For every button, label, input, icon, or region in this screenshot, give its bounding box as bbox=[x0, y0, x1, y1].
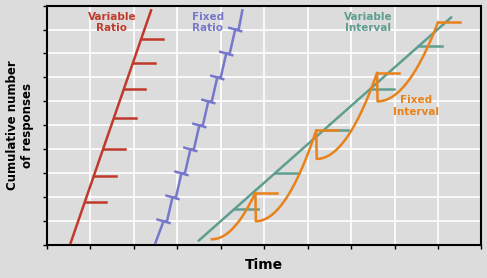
Text: Fixed
Ratio: Fixed Ratio bbox=[191, 11, 224, 33]
Text: Fixed
Interval: Fixed Interval bbox=[393, 95, 439, 117]
X-axis label: Time: Time bbox=[245, 259, 283, 272]
Text: Variable
Interval: Variable Interval bbox=[344, 11, 393, 33]
Text: Variable
Ratio: Variable Ratio bbox=[88, 11, 136, 33]
Y-axis label: Cumulative number
of responses: Cumulative number of responses bbox=[5, 61, 34, 190]
